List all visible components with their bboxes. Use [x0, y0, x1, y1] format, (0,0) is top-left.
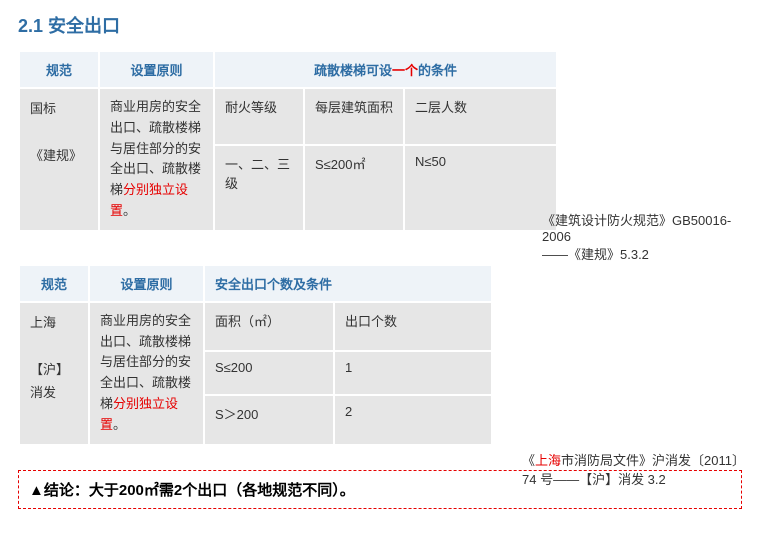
conclusion-text: ▲结论：大于200㎡需2个出口（各地规范不同）。	[29, 482, 355, 499]
cite2-a: 《	[522, 453, 535, 468]
cite1-b: ——《建规》5.3.2	[542, 247, 649, 262]
table-shanghai: 规范 设置原则 安全出口个数及条件 上海 【沪】消发 商业用房的安全出口、疏散楼…	[18, 264, 493, 446]
td2-spec: 上海 【沪】消发	[19, 302, 89, 445]
th-principle: 设置原则	[99, 51, 214, 88]
prin2-c: 。	[113, 417, 126, 432]
th-spec: 规范	[19, 51, 99, 88]
td2-v2a: S＞200	[204, 395, 334, 444]
td2-v1a: S≤200	[204, 351, 334, 395]
prin-c: 。	[123, 203, 136, 218]
td-c3: 二层人数	[404, 88, 557, 145]
td2-v2b: 2	[334, 395, 492, 444]
th-condition: 疏散楼梯可设一个的条件	[214, 51, 557, 88]
td-v1: 一、二、三级	[214, 145, 304, 231]
th-cond-text-c: 的条件	[418, 63, 457, 78]
table-national: 规范 设置原则 疏散楼梯可设一个的条件 国标 《建规》 商业用房的安全出口、疏散…	[18, 50, 558, 232]
td2-c2: 出口个数	[334, 302, 492, 351]
th-cond-text-a: 疏散楼梯可设	[314, 63, 392, 78]
th2-condition: 安全出口个数及条件	[204, 265, 492, 302]
td2-principle: 商业用房的安全出口、疏散楼梯与居住部分的安全出口、疏散楼梯分别独立设置。	[89, 302, 204, 445]
spec-line-a: 国标	[30, 101, 56, 116]
td2-v1b: 1	[334, 351, 492, 395]
section-title: 2.1 安全出口	[18, 12, 742, 38]
td-c2: 每层建筑面积	[304, 88, 404, 145]
td-v3: N≤50	[404, 145, 557, 231]
th2-spec: 规范	[19, 265, 89, 302]
citation-national: 《建筑设计防火规范》GB50016-2006 ——《建规》5.3.2	[542, 210, 742, 263]
spec-line-b: 《建规》	[30, 148, 82, 163]
td-c1: 耐火等级	[214, 88, 304, 145]
td-spec: 国标 《建规》	[19, 88, 99, 231]
cite2-b: 上海	[535, 453, 561, 468]
spec2-a: 上海	[30, 315, 56, 330]
td2-c1: 面积（㎡）	[204, 302, 334, 351]
cite1-a: 《建筑设计防火规范》GB50016-2006	[542, 213, 731, 244]
th2-principle: 设置原则	[89, 265, 204, 302]
td-v2: S≤200㎡	[304, 145, 404, 231]
spec2-b: 【沪】消发	[30, 362, 69, 400]
td-principle: 商业用房的安全出口、疏散楼梯与居住部分的安全出口、疏散楼梯分别独立设置。	[99, 88, 214, 231]
th-cond-text-b: 一个	[392, 63, 418, 78]
citation-shanghai: 《上海市消防局文件》沪消发〔2011〕74 号——【沪】消发 3.2	[522, 450, 742, 488]
